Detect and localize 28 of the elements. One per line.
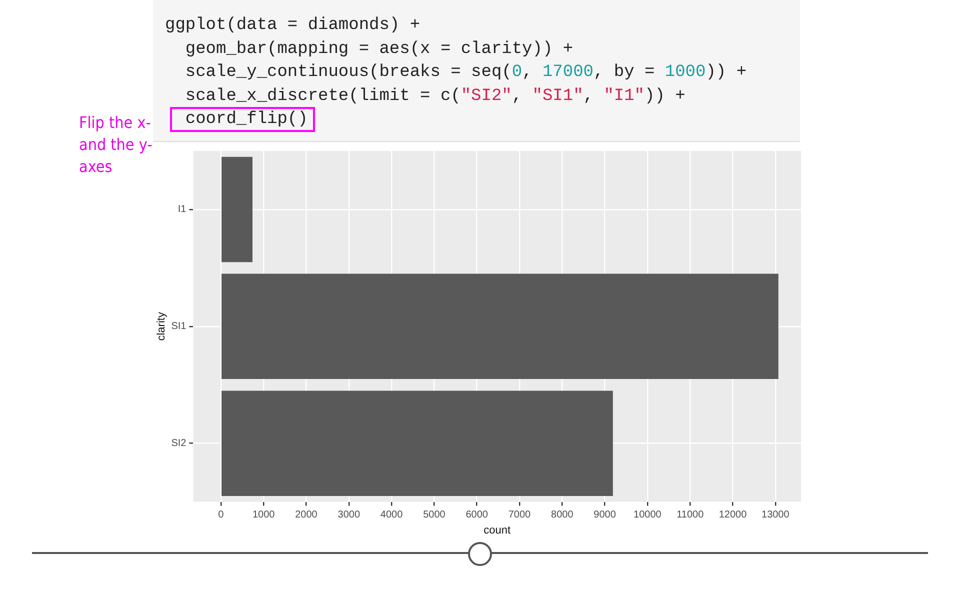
x-tick-label: 5000 [423,510,446,521]
x-tick-label: 0 [218,510,224,521]
text: ggplot(data = diamonds) + [165,16,420,35]
bar [222,390,613,496]
x-tick-label: 9000 [594,510,616,521]
text: geom_bar(mapping = aes(x = clarity)) + [184,40,574,58]
x-tick-label: 2000 [295,510,318,521]
x-tick-label: 8000 [551,510,574,521]
x-tick-label: 6000 [466,510,488,521]
x-tick-label: 1000 [252,510,276,521]
text: coord_flip() [184,110,308,129]
text: Flip the x- and the y-axes [79,112,153,178]
text: scale_x_discrete(limit = c("SI2", "SI1", "I1")) + [184,86,686,106]
y-tick-label: SI1 [171,321,187,332]
y-tick-label: I1 [178,204,187,216]
x-axis-title: count [484,524,511,536]
x-tick-label: 10000 [634,510,662,521]
x-tick-label: 11000 [676,510,704,521]
x-tick-label: 7000 [508,510,532,521]
bar [222,274,778,380]
bar [222,156,252,262]
y-tick-label: SI2 [171,438,187,450]
text: scale_y_continuous(breaks = seq(0, 17000, by = 1000)) + [184,63,747,82]
x-tick-label: 13000 [762,510,790,521]
x-tick-label: 3000 [338,510,360,521]
y-axis-title: clarity [156,312,168,341]
x-tick-label: 12000 [718,510,748,521]
x-tick-label: 4000 [380,510,404,521]
